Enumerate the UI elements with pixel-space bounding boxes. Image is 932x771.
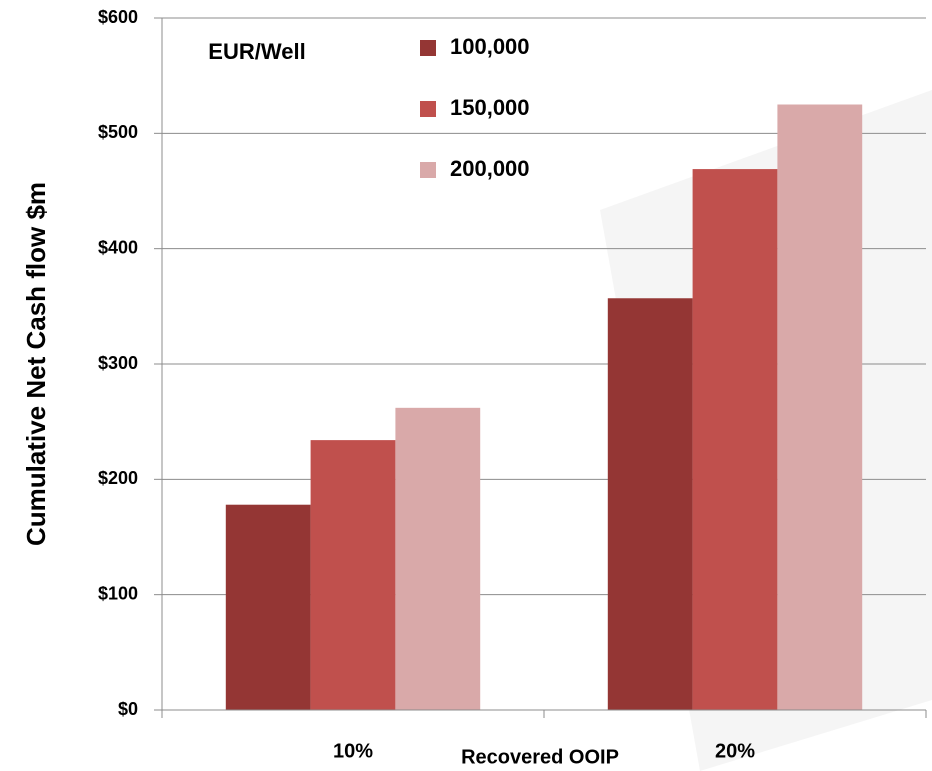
y-tick-label: $300 [98,353,138,373]
y-tick-label: $600 [98,7,138,27]
x-tick-label: 10% [333,740,373,762]
legend-label: 100,000 [450,34,530,59]
bar [310,440,396,710]
x-axis-label: Recovered OOIP [461,746,619,768]
y-tick-label: $400 [98,237,138,257]
legend-swatch [420,162,436,178]
legend-swatch [420,101,436,117]
bar [692,169,778,710]
bar [225,504,311,710]
legend-swatch [420,40,436,56]
y-tick-label: $200 [98,468,138,488]
bar [395,407,481,710]
legend-label: 200,000 [450,156,530,181]
legend-title: EUR/Well [208,39,305,64]
y-tick-label: $100 [98,583,138,603]
legend-label: 150,000 [450,95,530,120]
x-tick-label: 20% [715,740,755,762]
y-axis-label: Cumulative Net Cash flow $m [21,182,51,546]
y-tick-label: $0 [118,699,138,719]
y-tick-label: $500 [98,122,138,142]
bar [777,104,863,710]
bar [607,298,693,710]
